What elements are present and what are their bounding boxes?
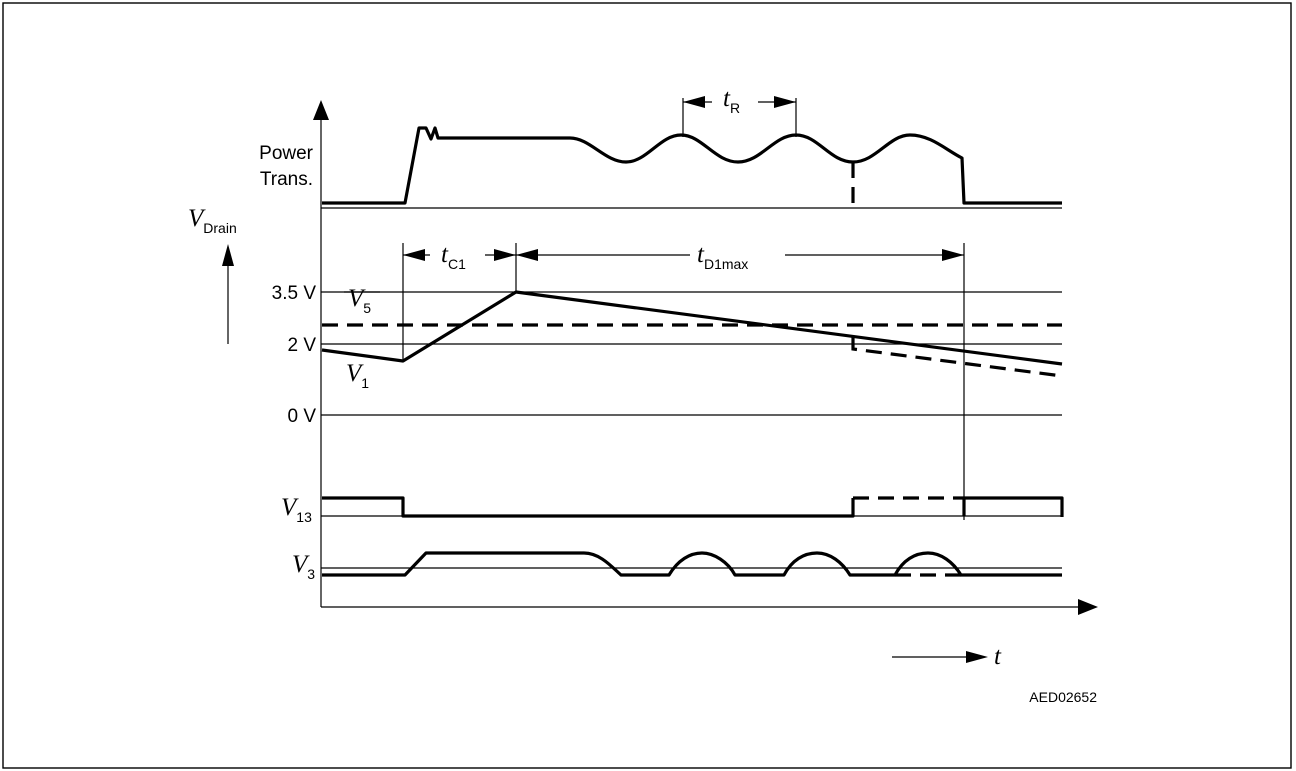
v13-waveform-end xyxy=(962,496,1064,517)
v13-label: V13 xyxy=(281,494,312,525)
v-drain-dashed-branch xyxy=(851,337,1063,378)
t-axis-arrowhead xyxy=(966,651,988,663)
level-2v-label: 2 V xyxy=(287,335,316,356)
td1max-arrowhead-left xyxy=(516,249,538,261)
level-3-5v-label: 3.5 V xyxy=(272,283,317,304)
t-axis-label: t xyxy=(994,643,1002,670)
td1max-label: tD1max xyxy=(697,241,748,272)
tr-label: tR xyxy=(723,85,740,116)
v-drain-waveform xyxy=(321,290,1063,366)
v3-label: V3 xyxy=(292,551,315,582)
y-axis-arrowhead xyxy=(313,100,329,120)
v-drain-arrowhead xyxy=(222,244,234,266)
tr-arrowhead-right xyxy=(774,96,796,108)
level-0v-label: 0 V xyxy=(287,406,316,427)
power-label-line1: Power xyxy=(259,143,314,164)
power-label-line2: Trans. xyxy=(260,169,313,190)
tc1-arrowhead-right xyxy=(494,249,516,261)
td1max-arrowhead-right xyxy=(942,249,964,261)
tc1-arrowhead-left xyxy=(403,249,425,261)
v5-label: V5 xyxy=(348,285,371,316)
x-axis-arrowhead xyxy=(1078,599,1098,615)
v1-label: V1 xyxy=(346,360,369,391)
v13-waveform xyxy=(322,496,855,518)
tc1-label: tC1 xyxy=(441,241,466,272)
tr-arrowhead-left xyxy=(683,96,705,108)
v-drain-label: VDrain xyxy=(188,205,237,236)
power-trans-waveform xyxy=(322,126,1062,205)
v3-waveform xyxy=(322,551,1062,577)
figure-code: AED02652 xyxy=(1029,689,1097,705)
